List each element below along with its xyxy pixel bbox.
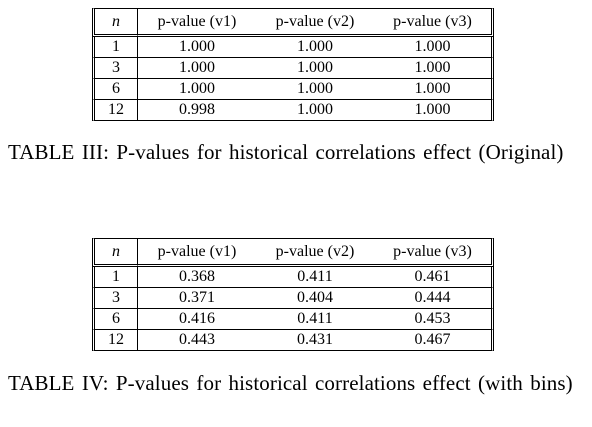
table-row: 3 0.371 0.404 0.444 xyxy=(92,288,494,309)
table-iii: n p-value (v1) p-value (v2) p-value (v3)… xyxy=(92,8,494,121)
cell-v2: 0.411 xyxy=(256,267,374,288)
table-caption: TABLE III: P-values for historical corre… xyxy=(8,140,564,164)
cell-n: 1 xyxy=(92,37,138,58)
table-header-row: n p-value (v1) p-value (v2) p-value (v3) xyxy=(92,238,494,267)
header-n: n xyxy=(92,238,138,267)
header-v3: p-value (v3) xyxy=(374,238,494,267)
cell-v1: 1.000 xyxy=(138,58,256,79)
cell-n: 3 xyxy=(92,288,138,309)
cell-v3: 1.000 xyxy=(374,58,494,79)
cell-v3: 0.467 xyxy=(374,330,494,351)
cell-v1: 0.998 xyxy=(138,100,256,121)
cell-v2: 1.000 xyxy=(256,100,374,121)
cell-n: 12 xyxy=(92,330,138,351)
table-row: 1 1.000 1.000 1.000 xyxy=(92,37,494,58)
cell-v3: 0.453 xyxy=(374,309,494,330)
cell-n: 3 xyxy=(92,58,138,79)
table-header-row: n p-value (v1) p-value (v2) p-value (v3) xyxy=(92,8,494,37)
table-row: 12 0.443 0.431 0.467 xyxy=(92,330,494,351)
cell-n: 12 xyxy=(92,100,138,121)
table-row: 1 0.368 0.411 0.461 xyxy=(92,267,494,288)
cell-n: 1 xyxy=(92,267,138,288)
header-v1: p-value (v1) xyxy=(138,8,256,37)
table-row: 3 1.000 1.000 1.000 xyxy=(92,58,494,79)
cell-v2: 1.000 xyxy=(256,58,374,79)
cell-v1: 0.371 xyxy=(138,288,256,309)
cell-v3: 1.000 xyxy=(374,79,494,100)
table-row: 6 0.416 0.411 0.453 xyxy=(92,309,494,330)
cell-v3: 1.000 xyxy=(374,100,494,121)
cell-v1: 0.416 xyxy=(138,309,256,330)
cell-v3: 0.461 xyxy=(374,267,494,288)
header-v2: p-value (v2) xyxy=(256,8,374,37)
cell-v2: 1.000 xyxy=(256,37,374,58)
cell-n: 6 xyxy=(92,79,138,100)
cell-v1: 0.368 xyxy=(138,267,256,288)
cell-v1: 0.443 xyxy=(138,330,256,351)
table-row: 6 1.000 1.000 1.000 xyxy=(92,79,494,100)
table-row: 12 0.998 1.000 1.000 xyxy=(92,100,494,121)
cell-v3: 0.444 xyxy=(374,288,494,309)
table-caption: TABLE IV: P-values for historical correl… xyxy=(8,371,573,395)
header-v2: p-value (v2) xyxy=(256,238,374,267)
cell-v1: 1.000 xyxy=(138,79,256,100)
header-v3: p-value (v3) xyxy=(374,8,494,37)
cell-v2: 0.411 xyxy=(256,309,374,330)
cell-v1: 1.000 xyxy=(138,37,256,58)
header-n: n xyxy=(92,8,138,37)
cell-v2: 0.431 xyxy=(256,330,374,351)
cell-v2: 0.404 xyxy=(256,288,374,309)
cell-n: 6 xyxy=(92,309,138,330)
cell-v2: 1.000 xyxy=(256,79,374,100)
table-iv: n p-value (v1) p-value (v2) p-value (v3)… xyxy=(92,238,494,351)
cell-v3: 1.000 xyxy=(374,37,494,58)
header-v1: p-value (v1) xyxy=(138,238,256,267)
